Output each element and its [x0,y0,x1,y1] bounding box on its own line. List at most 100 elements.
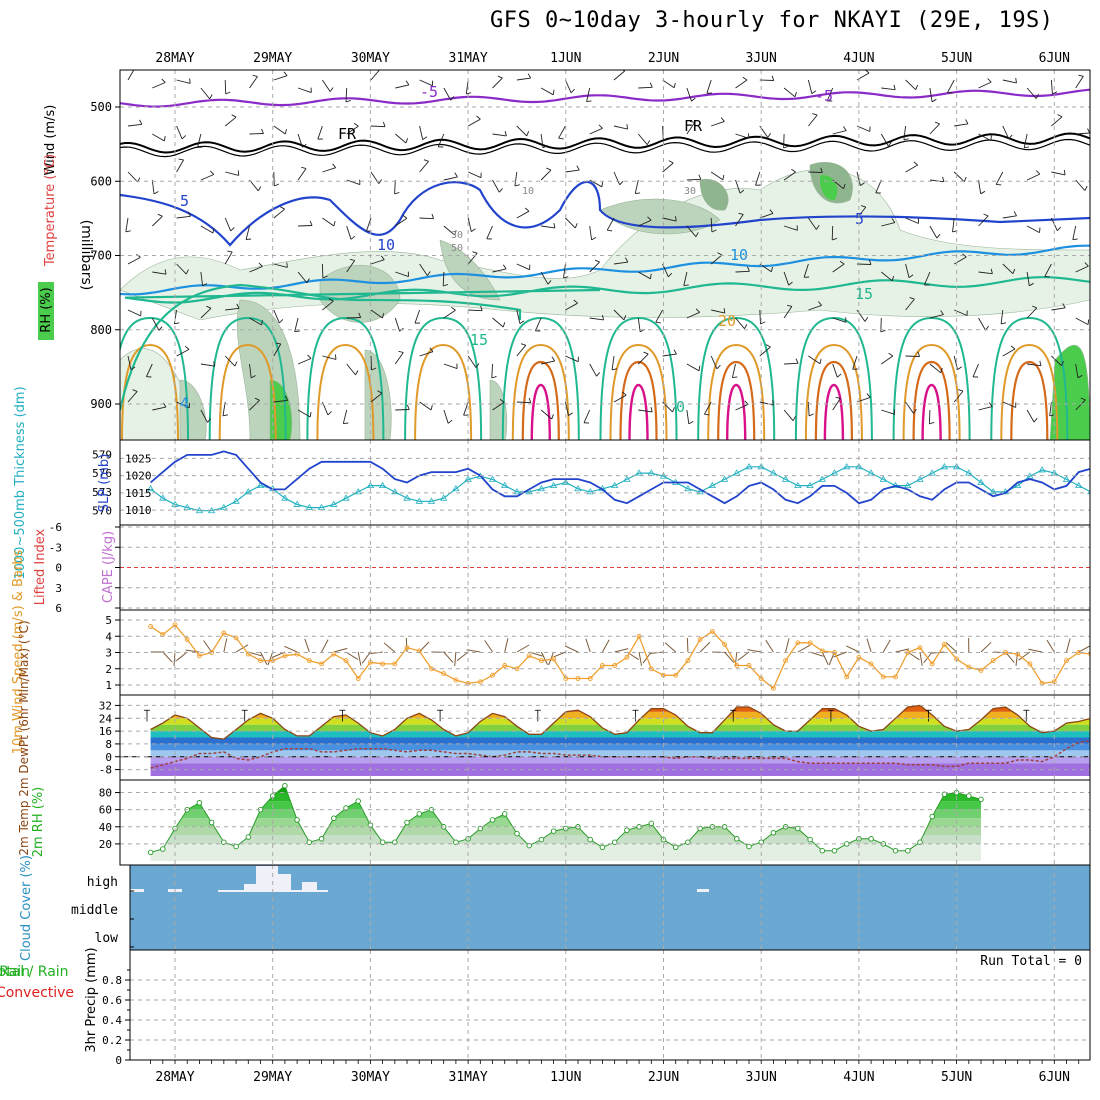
thickness-point [928,469,936,476]
wind-barb [783,271,790,286]
rh2m-point [526,842,532,849]
wind-barb [365,217,372,232]
rh2m-point [160,846,166,852]
wind-barb [563,263,566,278]
wind-speed-point [1064,658,1069,664]
wind-barb [637,133,648,145]
temp-color-band [150,737,1090,744]
wind-barb [176,349,190,357]
wind-barb [808,413,814,417]
temperature-contour-line [208,316,287,440]
wind-barb [429,347,434,352]
wind-barb [868,259,872,265]
wind-barb [466,649,481,653]
wind-barb [1002,263,1014,275]
wind-barb [227,250,233,253]
wind-speed-point [783,658,789,664]
wind-barb [258,262,263,267]
wind-barb [623,315,627,321]
thickness-point [366,481,375,489]
wind-barb [418,641,430,653]
wind-barb [905,263,910,278]
wind-speed-point [490,672,495,678]
wind-barb [573,299,578,304]
wind-barb [662,263,669,277]
x-tick-label-top: 6JUN [1039,51,1070,66]
wind-barb [284,129,287,135]
wind-barb [443,363,458,370]
wind-barb [468,309,483,312]
wind-barb [978,133,992,141]
wind-barb [706,79,712,94]
wind-barb [1066,638,1071,653]
wind-barb [443,87,452,101]
wind-barb [695,308,701,313]
wind-barb [866,638,872,653]
contour-label: 5 [855,210,864,228]
wind-speed-point [844,674,850,680]
wind-barb [1057,114,1063,118]
chart-title: GFS 0~10day 3-hourly for NKAYI (29E, 19S… [490,8,1054,33]
wind-barb [903,125,907,140]
wind-speed-point [673,672,679,678]
wind-barb [686,178,701,181]
x-tick-label-top: 4JUN [843,51,874,66]
wind-barb [430,405,433,411]
y-tick-label: 700 [90,249,112,263]
y-tick-label: 1015 [125,487,152,500]
wind-barb [322,275,328,279]
wind-barb [176,401,190,409]
wind-barb [846,645,860,653]
wind-barb [570,88,575,94]
wind-barb [1078,645,1090,653]
wind-barb [821,651,829,665]
wind-barb [151,215,163,227]
rh2m-point [221,839,227,845]
rh-color-band [150,785,982,793]
wind-barb [945,642,957,653]
wind-barb [249,133,264,135]
wind-barb [864,317,869,322]
y-axis-label-precip: 3hr Precip (mm) [84,947,99,1052]
wind-barb [735,214,744,227]
wind-barb [402,214,408,219]
contour-label: 4 [180,394,189,412]
wind-barb [152,406,167,411]
wind-barb [309,220,313,226]
wind-barb [1026,87,1037,99]
wind-barb [978,317,986,331]
wind-barb [882,639,891,653]
wind-barb [1091,652,1100,657]
y-tick-label: 0 [55,562,62,575]
wind-barb [181,135,187,140]
y-axis-label-cape: CAPE (J/kg) [101,531,116,603]
wind-barb [224,116,237,127]
wind-barb [273,125,286,135]
wind-barb [856,309,866,322]
temperature-contour-line [609,343,668,440]
wind-barb [257,186,262,192]
thickness-point [794,481,802,489]
wind-barb [273,399,288,403]
wind-barb [759,263,772,273]
wind-barb [329,87,334,92]
wind-barb [1026,307,1038,319]
wind-barb [856,171,861,186]
wind-barb [370,70,380,81]
wind-barb [1044,275,1050,278]
wind-barb [467,118,481,127]
wind-barb [370,392,383,403]
y-tick-label: 24 [99,712,113,725]
wind-barb [254,397,260,401]
wind-barb [672,407,675,413]
wind-barb [952,217,955,232]
wind-barb [929,225,938,239]
rh2m-point [905,847,911,854]
wind-speed-point [746,663,752,668]
wind-barb [516,125,528,137]
rh2m-point [770,830,777,836]
wind-barb [808,355,821,365]
y-axis-label-temp2m: 2m Temp 2m DewPt (6hr Min/Max) (°C) [17,620,31,855]
y-axis-label-temperature: Temperature (°C) [43,154,58,267]
wind-barb [860,205,866,208]
